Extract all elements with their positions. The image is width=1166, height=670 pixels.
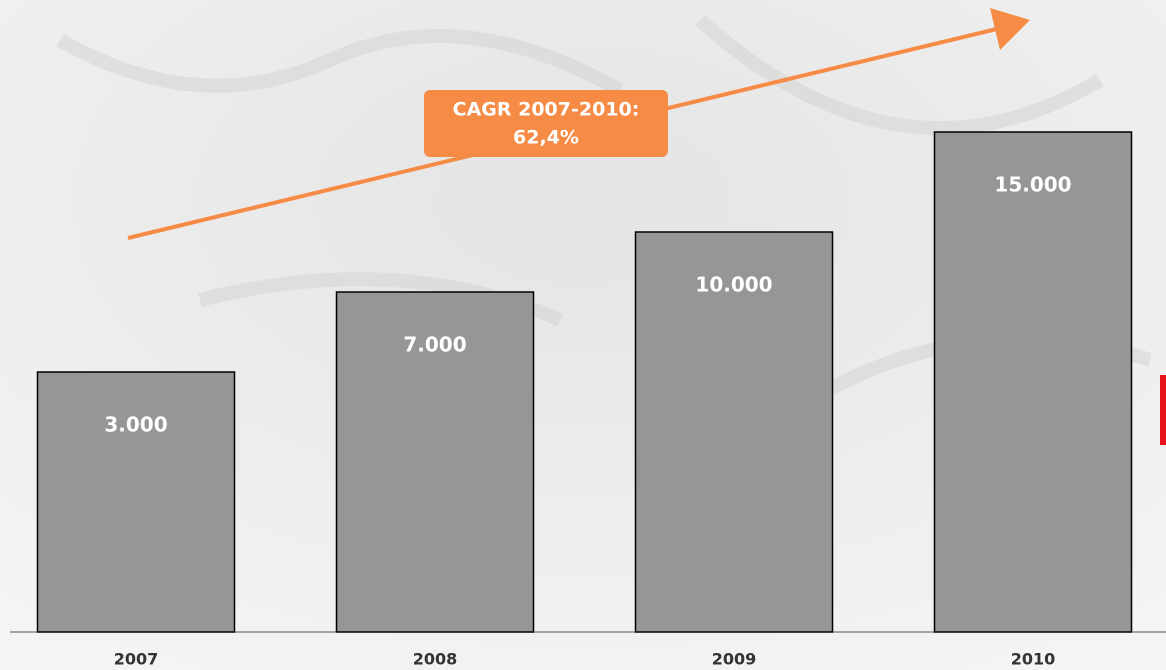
- annotation-text: CAGR 2007-2010:: [453, 99, 640, 121]
- bar: [933, 131, 1133, 633]
- value-label: 3.000: [104, 413, 167, 437]
- bar: [335, 291, 535, 633]
- x-tick-label: 2007: [114, 650, 159, 669]
- edge-mark: [1160, 375, 1166, 445]
- value-label: 7.000: [403, 333, 466, 357]
- x-tick-label: 2009: [712, 650, 757, 669]
- arrow-head: [990, 8, 1030, 50]
- annotation-box: [424, 90, 668, 157]
- trend-arrow: CAGR 2007-2010: 62,4%: [127, 8, 1030, 240]
- x-tick-label: 2008: [413, 650, 458, 669]
- value-label: 10.000: [695, 273, 772, 297]
- x-tick-label: 2010: [1011, 650, 1056, 669]
- texture: [56, 14, 1153, 426]
- bar: [36, 371, 236, 633]
- value-label: 15.000: [994, 173, 1071, 197]
- annotation-text: 62,4%: [513, 127, 579, 149]
- bar: [634, 231, 834, 633]
